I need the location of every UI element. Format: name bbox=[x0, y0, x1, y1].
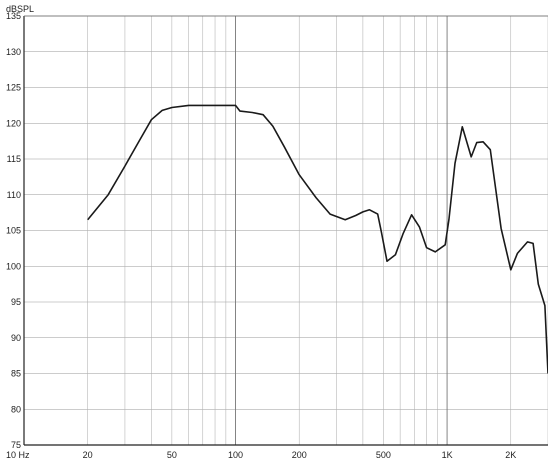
x-tick-label: 20 bbox=[83, 450, 93, 460]
plot-frame bbox=[23, 15, 548, 446]
y-tick-label: 90 bbox=[11, 333, 21, 343]
y-tick-label: 100 bbox=[6, 261, 21, 271]
y-tick-label: 115 bbox=[7, 154, 21, 164]
y-tick-label: 105 bbox=[6, 226, 21, 236]
x-axis: 10 Hz 20 50 100 200 500 1K 2K bbox=[6, 450, 516, 460]
y-tick-label: 75 bbox=[11, 440, 21, 450]
x-tick-label: 2K bbox=[505, 450, 516, 460]
y-tick-label: 85 bbox=[11, 369, 21, 379]
series-group bbox=[87, 104, 548, 374]
y-tick-label: 80 bbox=[11, 404, 21, 414]
y-tick-label: 135 bbox=[6, 11, 21, 21]
x-tick-label: 10 Hz bbox=[6, 450, 30, 460]
y-tick-label: 120 bbox=[6, 118, 21, 128]
x-tick-label: 200 bbox=[292, 450, 307, 460]
y-tick-label: 130 bbox=[6, 47, 21, 57]
y-tick-label: 110 bbox=[7, 190, 21, 200]
y-axis-label: dBSPL bbox=[6, 4, 34, 14]
x-tick-label: 100 bbox=[228, 450, 243, 460]
y-tick-label: 95 bbox=[11, 297, 21, 307]
y-axis: 135 130 125 120 115 110 105 100 95 90 85 80 75 bbox=[6, 11, 21, 450]
x-tick-label: 50 bbox=[167, 450, 177, 460]
series-line bbox=[87, 104, 548, 374]
grid bbox=[23, 15, 548, 446]
x-tick-label: 500 bbox=[376, 450, 391, 460]
y-tick-label: 125 bbox=[6, 83, 21, 93]
x-tick-label: 1K bbox=[442, 450, 453, 460]
